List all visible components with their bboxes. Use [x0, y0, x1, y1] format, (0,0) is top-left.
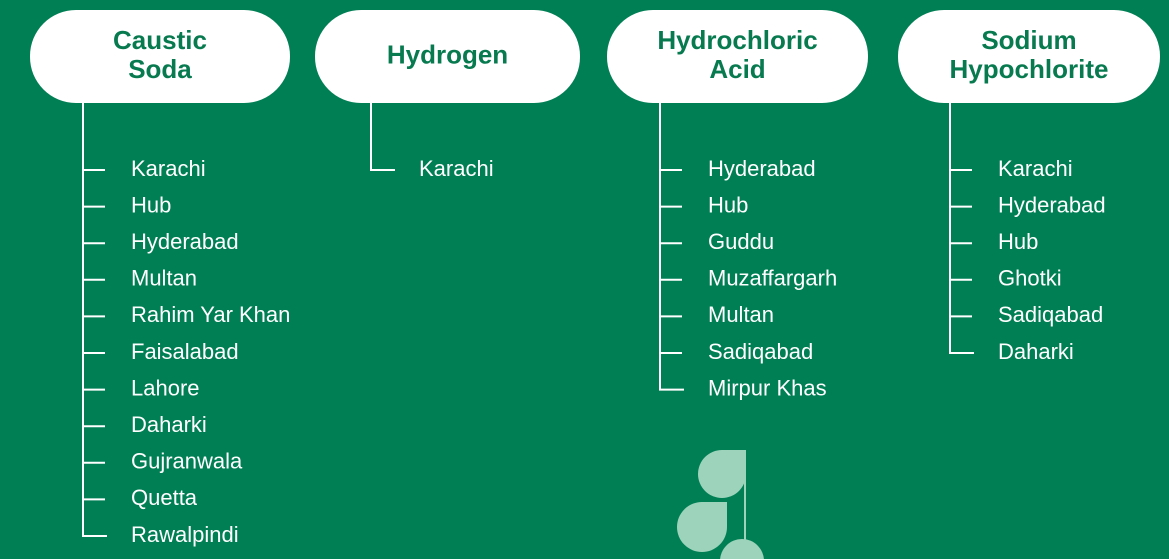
- category-pill: [898, 10, 1160, 103]
- tree-trunk: [949, 103, 974, 354]
- location: Hub: [708, 192, 748, 217]
- location: Rahim Yar Khan: [131, 302, 290, 327]
- leaf: [698, 450, 746, 498]
- location: Lahore: [131, 375, 200, 400]
- location: Mirpur Khas: [708, 375, 827, 400]
- category-title: Caustic: [113, 25, 207, 55]
- location: Sadiqabad: [708, 339, 813, 364]
- location: Hub: [998, 229, 1038, 254]
- leaf: [720, 539, 764, 559]
- leaf-decoration: [677, 450, 764, 559]
- location: Karachi: [998, 156, 1073, 181]
- location: Faisalabad: [131, 339, 239, 364]
- location: Hyderabad: [708, 156, 816, 181]
- location: Hyderabad: [131, 229, 239, 254]
- leaf: [677, 502, 727, 552]
- category-title: Hydrochloric: [657, 25, 817, 55]
- category-title: Sodium: [981, 25, 1076, 55]
- location: Sadiqabad: [998, 302, 1103, 327]
- location: Hyderabad: [998, 192, 1106, 217]
- category-title: Hydrogen: [387, 39, 508, 69]
- category-title: Hypochlorite: [950, 54, 1109, 84]
- location: Gujranwala: [131, 449, 243, 474]
- location: Multan: [708, 302, 774, 327]
- location: Quetta: [131, 485, 198, 510]
- location: Guddu: [708, 229, 774, 254]
- location: Karachi: [419, 156, 494, 181]
- location: Daharki: [998, 339, 1074, 364]
- location: Hub: [131, 192, 171, 217]
- tree-trunk: [370, 103, 395, 171]
- category-title: Soda: [128, 54, 192, 84]
- category-pill: [607, 10, 868, 103]
- category-pill: [315, 10, 580, 103]
- location: Rawalpindi: [131, 522, 239, 547]
- location: Daharki: [131, 412, 207, 437]
- tree-trunk: [659, 103, 684, 391]
- category-title: Acid: [709, 54, 765, 84]
- tree-trunk: [82, 103, 107, 537]
- location: Multan: [131, 266, 197, 291]
- location: Ghotki: [998, 266, 1062, 291]
- location: Karachi: [131, 156, 206, 181]
- category-pill: [30, 10, 290, 103]
- location: Muzaffargarh: [708, 266, 837, 291]
